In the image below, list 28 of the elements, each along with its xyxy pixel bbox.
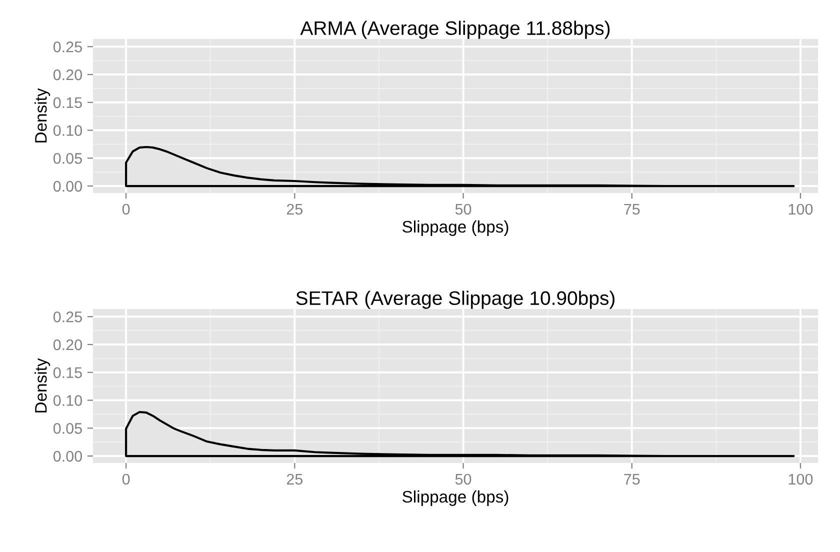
y-tick-label: 0.15 [53,97,82,108]
y-tick-label: 0.20 [53,69,82,80]
y-tick-label: 0.25 [53,42,82,52]
x-tick-label: 75 [624,204,640,215]
y-tick-label: 0.15 [53,367,82,378]
x-tick-label: 50 [455,474,472,485]
x-tick-label: 0 [122,204,130,215]
y-tick-label: 0.05 [53,423,82,434]
x-axis-title: Slippage (bps) [402,490,508,506]
x-tick-label: 50 [455,204,472,215]
x-tick-label: 75 [624,474,640,485]
y-tick-label: 0.10 [53,125,82,136]
x-tick-label: 100 [788,474,813,485]
y-tick-label: 0.25 [53,312,82,322]
y-tick-label: 0.20 [53,339,82,350]
x-tick-label: 100 [788,204,813,215]
y-tick-label: 0.00 [53,450,82,462]
y-axis-title: Density [34,358,50,412]
chart-title: SETAR (Average Slippage 10.90bps) [296,290,614,309]
x-tick-label: 0 [122,474,130,485]
y-tick-label: 0.10 [53,395,82,406]
x-tick-label: 25 [286,204,303,215]
chart-title: ARMA (Average Slippage 11.88bps) [300,20,610,39]
x-tick-label: 25 [286,474,303,485]
y-tick-label: 0.05 [53,153,82,164]
y-tick-label: 0.00 [53,180,82,192]
x-axis-title: Slippage (bps) [402,220,508,236]
y-axis-title: Density [34,88,50,142]
